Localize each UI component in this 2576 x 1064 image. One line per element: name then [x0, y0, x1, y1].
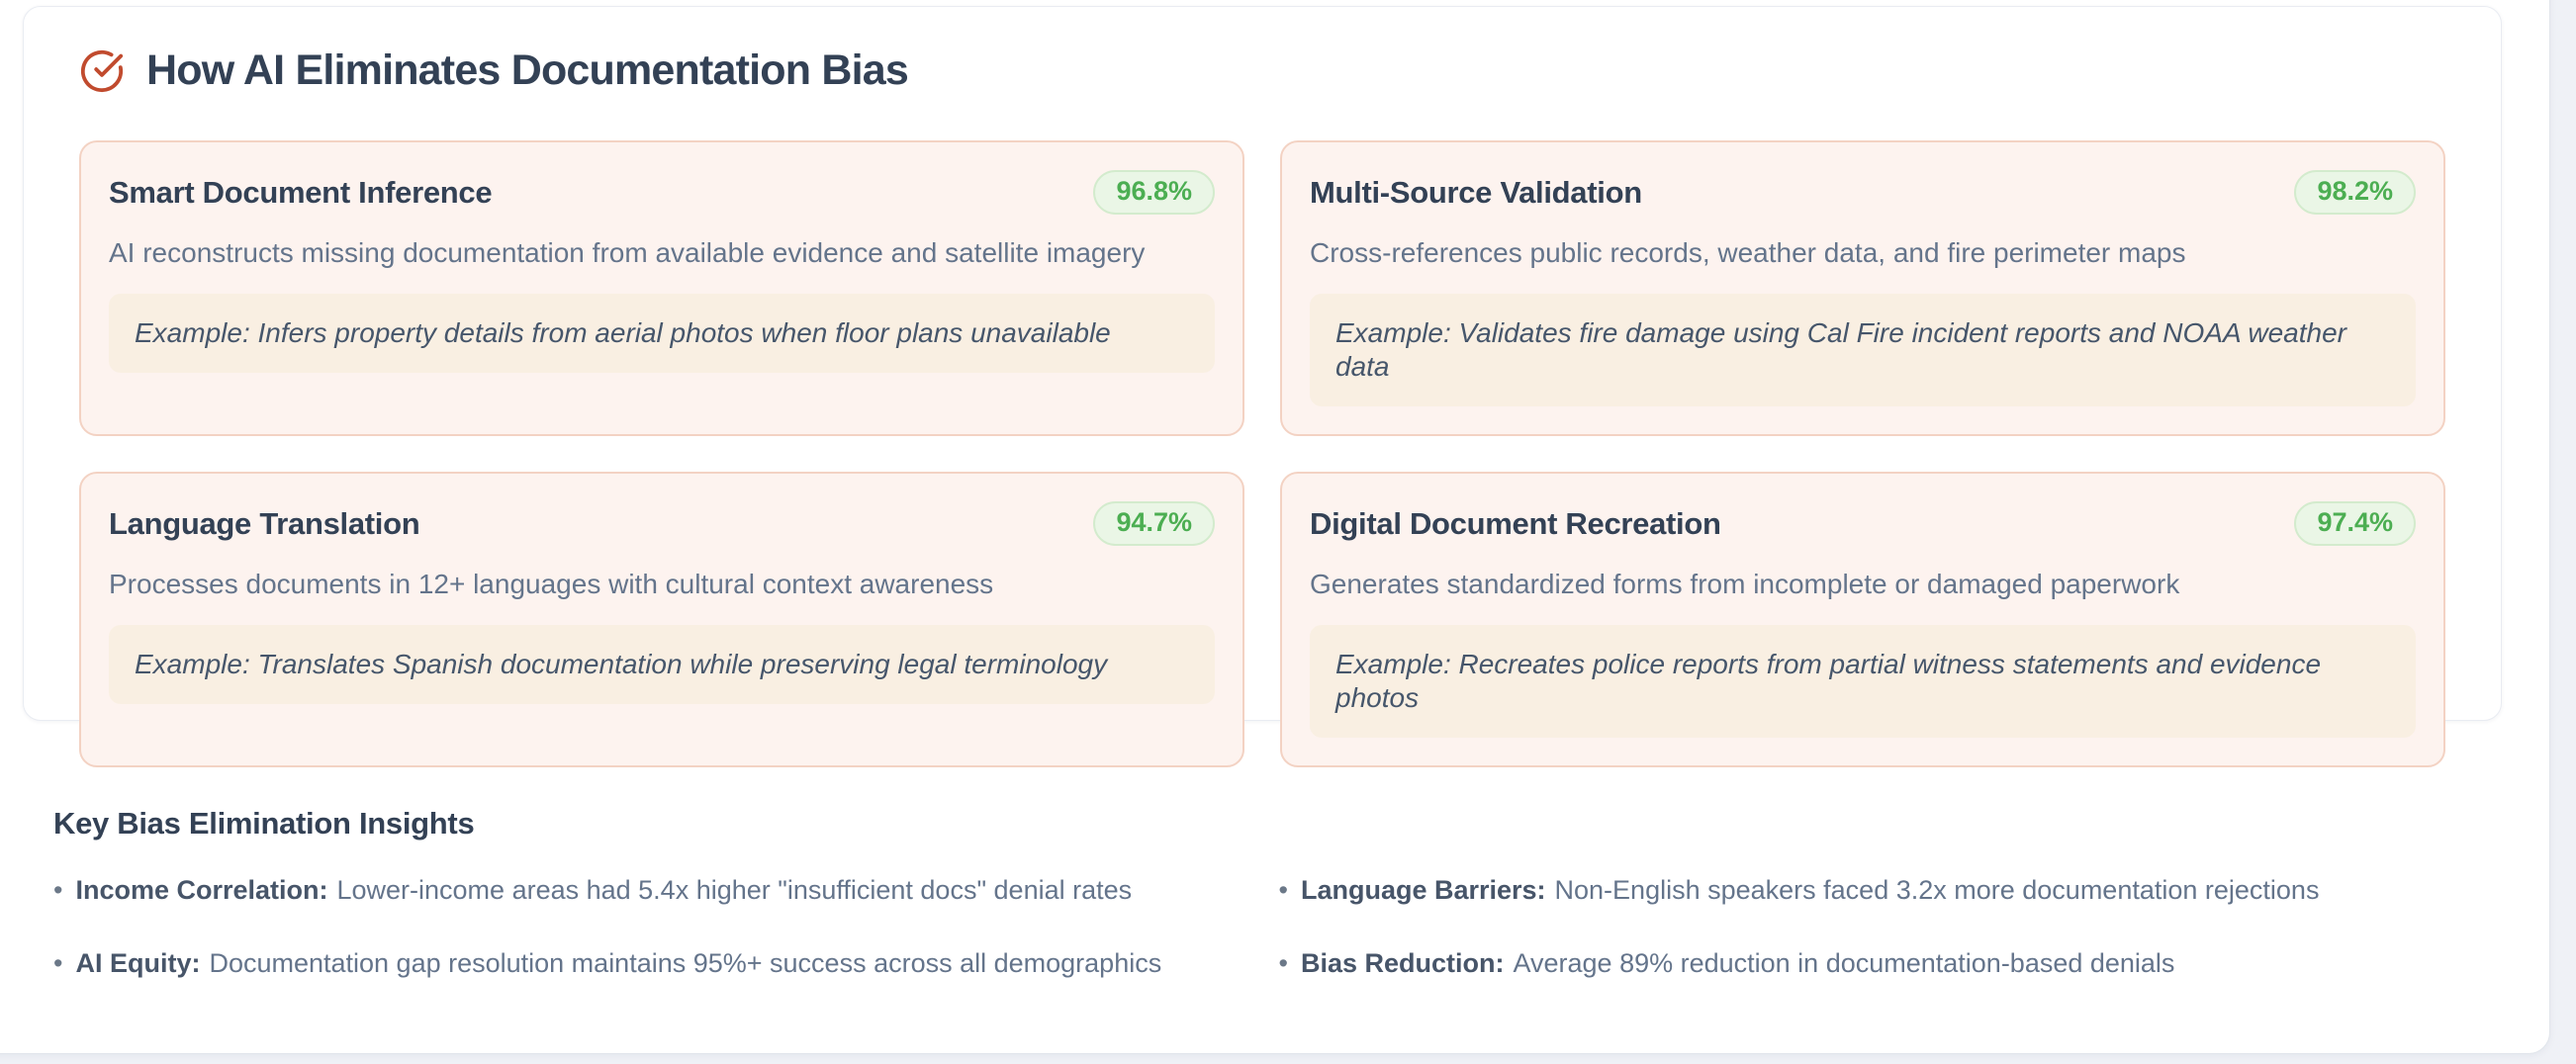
card-example: Example: Translates Spanish documentatio… — [109, 625, 1215, 704]
insight-label: Language Barriers: — [1300, 875, 1546, 905]
insight-label: Income Correlation: — [75, 875, 328, 905]
bullet-icon: • — [53, 948, 63, 978]
accuracy-badge: 98.2% — [2294, 170, 2416, 215]
section-title: How AI Eliminates Documentation Bias — [146, 46, 909, 94]
card-multi-source-validation: Multi-Source Validation 98.2% Cross-refe… — [1280, 140, 2445, 436]
card-description: Processes documents in 12+ languages wit… — [109, 569, 994, 599]
card-language-translation: Language Translation 94.7% Processes doc… — [79, 472, 1244, 767]
insight-text: Lower-income areas had 5.4x higher "insu… — [336, 875, 1133, 905]
insight-income-correlation: • Income Correlation: Lower-income areas h… — [53, 871, 1249, 909]
insight-text: Non-English speakers faced 3.2x more doc… — [1554, 875, 2320, 905]
accuracy-badge: 96.8% — [1093, 170, 1215, 215]
insight-ai-equity: • AI Equity: Documentation gap resolution … — [53, 944, 1249, 982]
insight-label: AI Equity: — [75, 948, 201, 978]
card-example: Example: Infers property details from ae… — [109, 294, 1215, 373]
card-header: Smart Document Inference 96.8% — [109, 170, 1215, 215]
card-smart-document-inference: Smart Document Inference 96.8% AI recons… — [79, 140, 1244, 436]
card-description: AI reconstructs missing documentation fr… — [109, 237, 1146, 268]
card-title: Smart Document Inference — [109, 174, 493, 210]
insights-grid: • Income Correlation: Lower-income areas h… — [53, 871, 2474, 982]
bullet-icon: • — [1278, 875, 1288, 905]
card-header: Digital Document Recreation 97.4% — [1310, 501, 2416, 546]
accuracy-badge: 94.7% — [1093, 501, 1215, 546]
card-digital-document-recreation: Digital Document Recreation 97.4% Genera… — [1280, 472, 2445, 767]
insight-text: Documentation gap resolution maintains 9… — [209, 948, 1162, 978]
documentation-bias-section: How AI Eliminates Documentation Bias Sma… — [23, 6, 2502, 767]
accuracy-badge: 97.4% — [2294, 501, 2416, 546]
bullet-icon: • — [53, 875, 63, 905]
card-header: Multi-Source Validation 98.2% — [1310, 170, 2416, 215]
bullet-icon: • — [1278, 948, 1288, 978]
section-header: How AI Eliminates Documentation Bias — [79, 46, 2445, 95]
check-circle-icon — [80, 49, 124, 92]
card-description: Generates standardized forms from incomp… — [1310, 569, 2180, 599]
insight-bias-reduction: • Bias Reduction: Average 89% reduction in… — [1279, 944, 2475, 982]
capability-cards-grid: Smart Document Inference 96.8% AI recons… — [79, 140, 2445, 767]
insight-text: Average 89% reduction in documentation-b… — [1513, 948, 2175, 978]
card-title: Digital Document Recreation — [1310, 505, 1721, 541]
insight-label: Bias Reduction: — [1300, 948, 1505, 978]
insights-heading: Key Bias Elimination Insights — [53, 806, 475, 841]
insight-language-barriers: • Language Barriers: Non-English speakers … — [1279, 871, 2475, 909]
key-insights-section: Key Bias Elimination Insights • Income Co… — [53, 806, 2474, 982]
card-example: Example: Validates fire damage using Cal… — [1310, 294, 2416, 406]
card-header: Language Translation 94.7% — [109, 501, 1215, 546]
card-example: Example: Recreates police reports from p… — [1310, 625, 2416, 738]
card-description: Cross-references public records, weather… — [1310, 237, 2186, 268]
card-title: Language Translation — [109, 505, 420, 541]
card-title: Multi-Source Validation — [1310, 174, 1642, 210]
